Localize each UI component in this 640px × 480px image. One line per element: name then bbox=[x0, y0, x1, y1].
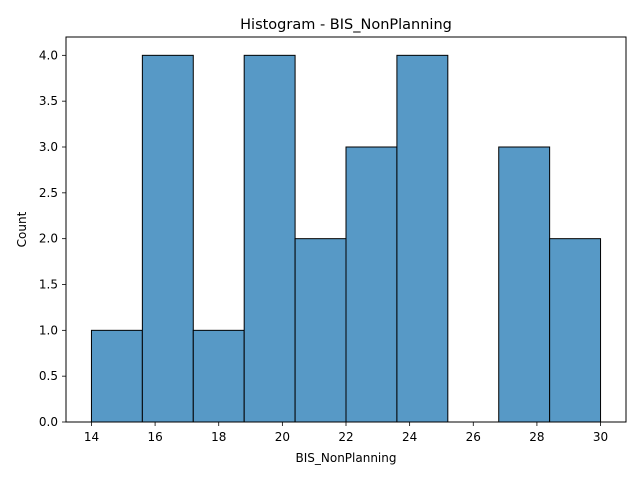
y-tick-label: 1.0 bbox=[39, 323, 58, 337]
histogram-bar bbox=[294, 238, 347, 423]
histogram-bar bbox=[192, 329, 245, 423]
y-tick-label: 3.5 bbox=[39, 94, 58, 108]
y-tick-label: 4.0 bbox=[39, 48, 58, 62]
x-axis-ticks: 14 16 18 20 22 24 26 28 30 bbox=[84, 422, 608, 444]
histogram-bar bbox=[498, 146, 551, 423]
y-tick-label: 3.0 bbox=[39, 140, 58, 154]
histogram-bar bbox=[396, 54, 449, 423]
histogram-bar bbox=[345, 146, 398, 423]
histogram-bar bbox=[141, 54, 194, 423]
bars-group bbox=[90, 54, 602, 423]
x-tick-label: 28 bbox=[529, 430, 544, 444]
x-tick-label: 24 bbox=[402, 430, 417, 444]
x-tick-label: 16 bbox=[147, 430, 162, 444]
histogram-bar bbox=[243, 54, 296, 423]
y-tick-label: 1.5 bbox=[39, 278, 58, 292]
x-tick-label: 30 bbox=[593, 430, 608, 444]
chart-title: Histogram - BIS_NonPlanning bbox=[240, 17, 452, 33]
y-axis-ticks: 0.0 0.5 1.0 1.5 2.0 2.5 3.0 3.5 4.0 bbox=[39, 48, 66, 429]
y-tick-label: 2.5 bbox=[39, 186, 58, 200]
x-tick-label: 26 bbox=[466, 430, 481, 444]
histogram-bar bbox=[549, 238, 602, 423]
plot-area-frame bbox=[65, 36, 627, 423]
y-tick-label: 0.0 bbox=[39, 415, 58, 429]
y-axis-label: Count bbox=[15, 211, 29, 247]
y-tick-label: 0.5 bbox=[39, 369, 58, 383]
y-tick-label: 2.0 bbox=[39, 232, 58, 246]
x-tick-label: 18 bbox=[211, 430, 226, 444]
x-tick-label: 20 bbox=[275, 430, 290, 444]
x-tick-label: 14 bbox=[84, 430, 99, 444]
x-axis-label: BIS_NonPlanning bbox=[295, 451, 396, 465]
x-tick-label: 22 bbox=[338, 430, 353, 444]
histogram-bar bbox=[90, 329, 143, 423]
